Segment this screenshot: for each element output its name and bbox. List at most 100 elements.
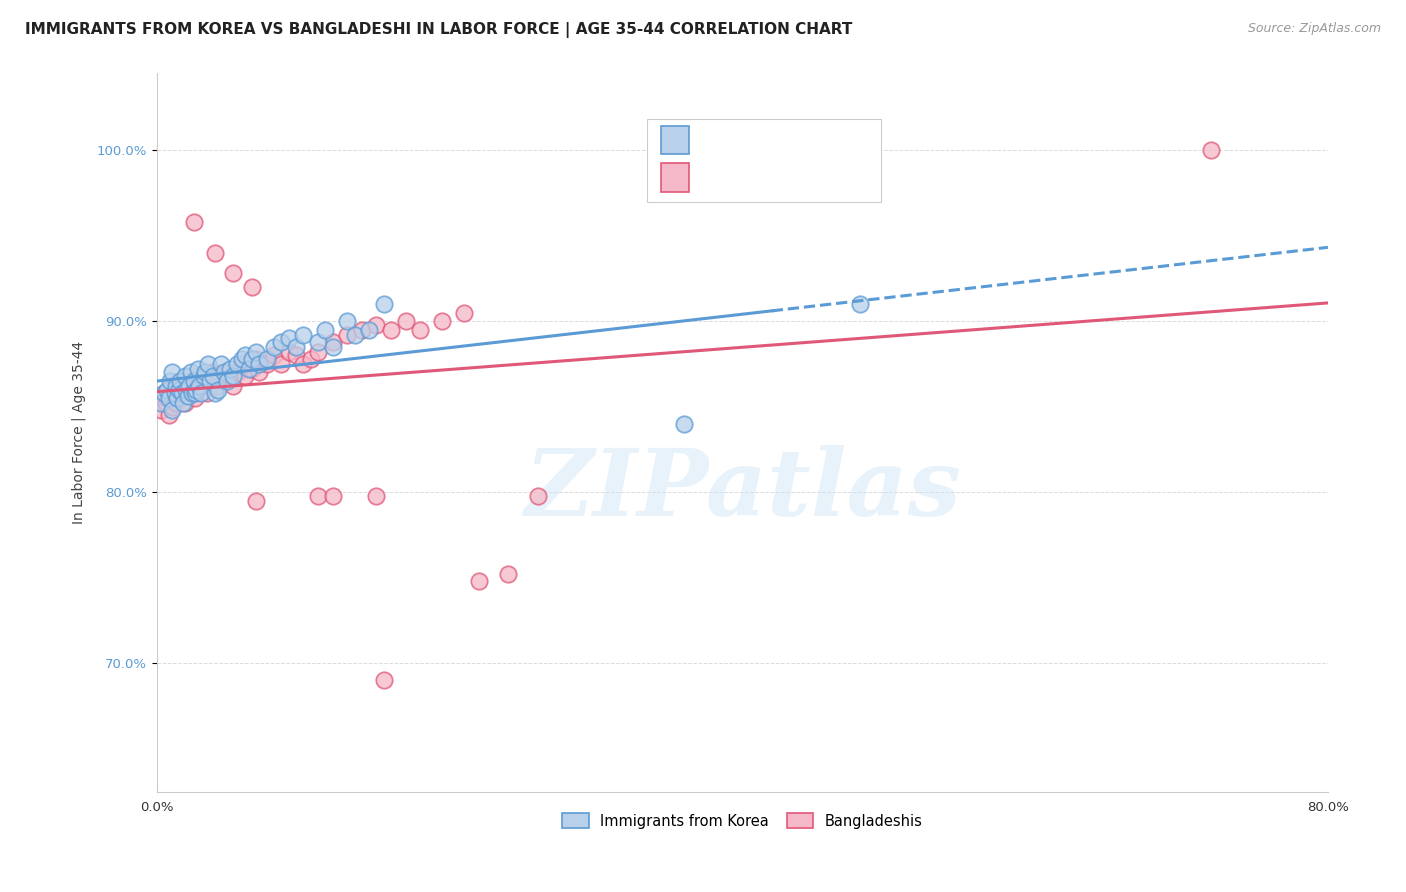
Point — [156, 391, 179, 405]
Point — [322, 340, 344, 354]
Point — [233, 368, 256, 383]
Point — [432, 314, 454, 328]
Point — [256, 357, 278, 371]
Point — [190, 379, 212, 393]
Point — [292, 327, 315, 342]
Point — [198, 379, 221, 393]
Point — [245, 493, 267, 508]
Point — [163, 386, 186, 401]
Point — [150, 403, 173, 417]
Point — [285, 340, 308, 354]
Point — [165, 379, 187, 393]
Point — [453, 305, 475, 319]
Point — [263, 340, 285, 354]
Point — [277, 331, 299, 345]
Point — [226, 366, 249, 380]
Point — [359, 323, 381, 337]
Point — [198, 374, 221, 388]
Point — [157, 391, 180, 405]
Point — [211, 374, 233, 388]
Point — [373, 673, 395, 688]
Point — [173, 396, 195, 410]
Point — [170, 379, 193, 393]
Point — [343, 327, 366, 342]
Point — [238, 362, 260, 376]
Point — [169, 374, 191, 388]
Point — [190, 386, 212, 401]
Point — [201, 368, 224, 383]
Point — [526, 489, 548, 503]
Point — [183, 386, 205, 401]
Point — [240, 362, 263, 376]
Point — [173, 368, 195, 383]
Text: R =  0.198   N = 60: R = 0.198 N = 60 — [696, 132, 845, 147]
Point — [187, 368, 209, 383]
Point — [170, 386, 193, 401]
Point — [194, 366, 217, 380]
Point — [193, 368, 215, 383]
Point — [395, 314, 418, 328]
Point — [219, 368, 242, 383]
Point — [1199, 143, 1222, 157]
Legend: Immigrants from Korea, Bangladeshis: Immigrants from Korea, Bangladeshis — [557, 807, 928, 835]
Point — [350, 323, 373, 337]
Point — [183, 374, 205, 388]
Point — [195, 386, 218, 401]
Point — [179, 379, 201, 393]
Point — [209, 357, 232, 371]
Point — [219, 362, 242, 376]
Point — [162, 400, 184, 414]
Point — [207, 383, 229, 397]
Point — [848, 297, 870, 311]
Point — [160, 403, 183, 417]
Point — [314, 323, 336, 337]
Point — [322, 334, 344, 349]
Point — [204, 386, 226, 401]
Point — [409, 323, 432, 337]
Point — [197, 357, 219, 371]
Point — [179, 386, 201, 401]
Point — [165, 396, 187, 410]
Y-axis label: In Labor Force | Age 35-44: In Labor Force | Age 35-44 — [72, 341, 86, 524]
Point — [169, 391, 191, 405]
Point — [159, 374, 181, 388]
Point — [217, 374, 239, 388]
Point — [163, 386, 186, 401]
Point — [233, 348, 256, 362]
Point — [204, 368, 226, 383]
Point — [247, 366, 270, 380]
Point — [270, 334, 292, 349]
Point — [231, 351, 253, 366]
Point — [174, 383, 197, 397]
Point — [247, 357, 270, 371]
Point — [167, 383, 190, 397]
Point — [226, 357, 249, 371]
Point — [366, 489, 388, 503]
Point — [307, 344, 329, 359]
Point — [672, 417, 695, 431]
Point — [160, 379, 183, 393]
Point — [188, 379, 211, 393]
Point — [373, 297, 395, 311]
Point — [167, 383, 190, 397]
Point — [380, 323, 402, 337]
Point — [172, 386, 194, 401]
Point — [270, 357, 292, 371]
Point — [231, 357, 253, 371]
Point — [299, 351, 322, 366]
Point — [307, 489, 329, 503]
Point — [156, 383, 179, 397]
Point — [180, 366, 202, 380]
Point — [468, 574, 491, 589]
Point — [256, 351, 278, 366]
Point — [184, 391, 207, 405]
Point — [157, 408, 180, 422]
Point — [172, 396, 194, 410]
Text: Source: ZipAtlas.com: Source: ZipAtlas.com — [1247, 22, 1381, 36]
Point — [277, 344, 299, 359]
Point — [307, 334, 329, 349]
Point — [193, 374, 215, 388]
Point — [245, 351, 267, 366]
Point — [181, 386, 204, 401]
Point — [184, 386, 207, 401]
